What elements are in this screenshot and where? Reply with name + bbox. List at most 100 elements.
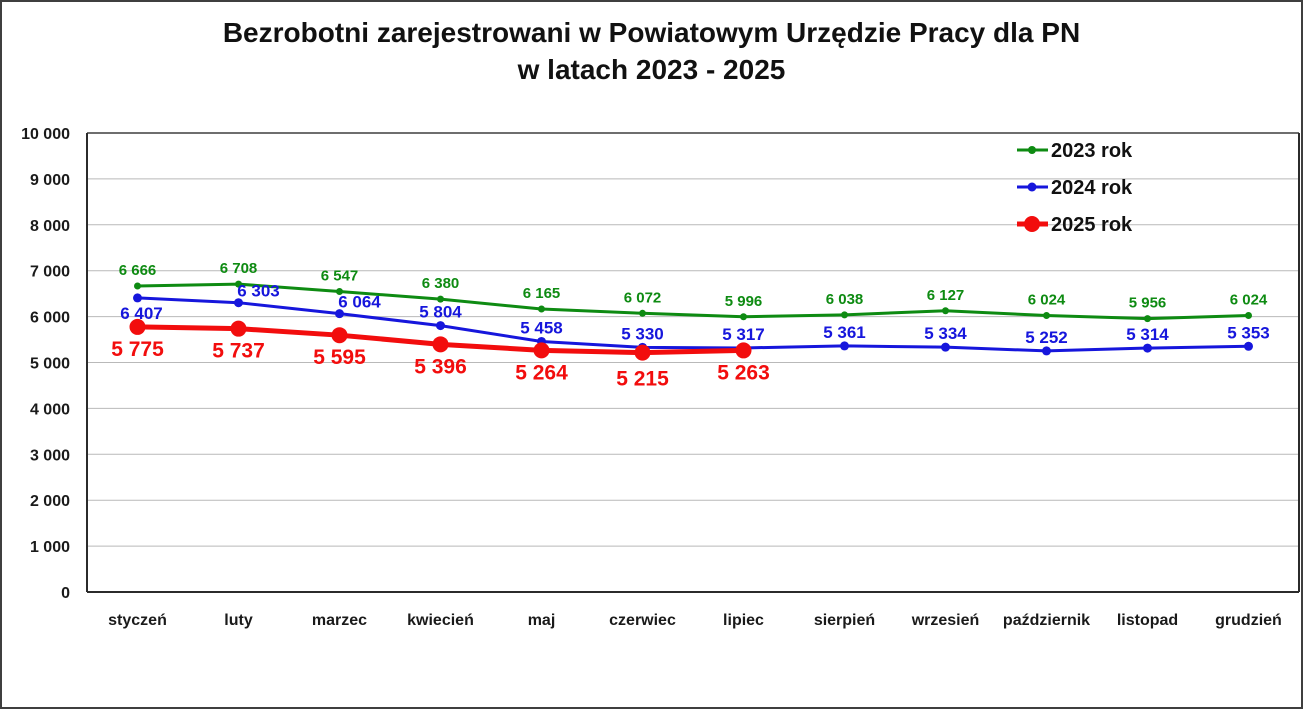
data-point-marker (1244, 341, 1253, 351)
legend-label: 2025 rok (1051, 214, 1133, 236)
legend-marker (1024, 216, 1040, 232)
data-label: 5 775 (111, 338, 164, 361)
data-point-marker (941, 342, 950, 352)
data-label: 5 330 (621, 324, 664, 343)
data-label: 5 264 (515, 361, 568, 384)
x-category-label: grudzień (1215, 612, 1282, 629)
legend-marker (1028, 146, 1036, 154)
y-tick-label: 5 000 (30, 356, 70, 373)
data-label: 5 317 (722, 325, 765, 344)
data-point-marker (634, 344, 651, 361)
data-label: 5 737 (212, 340, 265, 363)
data-label: 5 353 (1227, 323, 1270, 342)
data-label: 6 038 (826, 291, 864, 308)
chart-title-line1: Bezrobotni zarejestrowani w Powiatowym U… (222, 17, 1081, 48)
data-point-marker (735, 342, 752, 359)
x-category-label: listopad (1117, 612, 1178, 629)
legend-label: 2024 rok (1051, 177, 1133, 199)
data-point-marker (134, 282, 141, 290)
data-point-marker (740, 313, 747, 321)
x-category-label: sierpień (814, 612, 875, 629)
data-label: 5 361 (823, 323, 866, 342)
data-point-marker (1043, 311, 1050, 319)
y-axis-tick-labels: 0 1 000 2 000 3 000 4 000 5 000 6 000 7 000 8 00… (21, 126, 70, 602)
y-tick-label: 7 000 (30, 264, 70, 281)
y-tick-label: 3 000 (30, 447, 70, 464)
data-label: 5 215 (616, 368, 669, 391)
legend-item-2023-rok: 2023 rok (1017, 140, 1133, 162)
x-category-label: wrzesień (911, 612, 980, 629)
data-point-marker (331, 327, 348, 344)
data-label: 6 303 (237, 282, 280, 301)
y-tick-label: 4 000 (30, 401, 70, 418)
data-label: 5 996 (725, 293, 763, 310)
data-point-marker (436, 321, 445, 331)
data-label: 6 024 (1028, 291, 1066, 308)
data-point-marker (1143, 343, 1152, 353)
legend-item-2024-rok: 2024 rok (1017, 177, 1133, 199)
data-label: 5 956 (1129, 295, 1167, 312)
chart-title-line2: w latach 2023 - 2025 (517, 54, 786, 85)
data-point-marker (437, 295, 444, 303)
x-category-label: październik (1003, 612, 1090, 629)
x-category-label: czerwiec (609, 612, 676, 629)
data-point-marker (235, 280, 242, 288)
data-point-marker (129, 318, 146, 335)
data-point-marker (639, 309, 646, 317)
data-label: 5 804 (419, 303, 462, 322)
chart-title: Bezrobotni zarejestrowani w Powiatowym U… (2, 14, 1301, 88)
data-point-marker (840, 341, 849, 351)
data-point-marker (432, 336, 449, 353)
series-line (137, 296, 1249, 353)
series-2025-rok: 5 775 5 737 5 595 5 396 5 264 5 215 5 263 (111, 318, 770, 391)
data-label: 6 127 (927, 287, 965, 304)
data-label: 6 407 (120, 304, 163, 323)
data-label: 6 708 (220, 260, 258, 277)
data-label: 6 165 (523, 285, 561, 302)
y-tick-label: 0 (61, 585, 70, 602)
data-point-marker (533, 342, 550, 359)
data-label: 5 595 (313, 346, 366, 369)
y-tick-label: 6 000 (30, 310, 70, 327)
y-tick-label: 9 000 (30, 172, 70, 189)
y-tick-label: 8 000 (30, 218, 70, 235)
data-label: 6 064 (338, 293, 381, 312)
data-label: 5 263 (717, 361, 770, 384)
x-category-label: marzec (312, 612, 367, 629)
legend-marker (1027, 182, 1037, 192)
legend: 2023 rok 2024 rok 2025 rok (1017, 140, 1133, 236)
data-point-marker (942, 307, 949, 315)
data-point-marker (335, 309, 344, 319)
data-point-marker (1245, 311, 1252, 319)
gridlines (86, 132, 1300, 593)
data-point-marker (1042, 346, 1051, 356)
y-tick-label: 10 000 (21, 126, 70, 143)
data-point-marker (841, 311, 848, 319)
data-point-marker (133, 293, 142, 303)
x-axis-category-labels: styczeń luty marzec kwiecień maj czerwiec lipi… (108, 612, 1282, 629)
data-label: 5 334 (924, 324, 967, 343)
data-label: 6 547 (321, 267, 359, 284)
data-label: 6 666 (119, 262, 157, 279)
data-label: 5 458 (520, 318, 563, 337)
x-category-label: styczeń (108, 612, 167, 629)
data-point-marker (230, 320, 247, 337)
x-category-label: lipiec (723, 612, 764, 629)
data-label: 5 252 (1025, 328, 1068, 347)
y-tick-label: 1 000 (30, 539, 70, 556)
series-2023-rok: 6 666 6 708 6 547 6 380 6 165 6 072 5 996 6 038… (119, 260, 1268, 323)
data-point-marker (1144, 315, 1151, 323)
data-label: 6 072 (624, 289, 662, 306)
legend-label: 2023 rok (1051, 140, 1133, 162)
data-label: 6 024 (1230, 291, 1268, 308)
data-label: 6 380 (422, 275, 460, 292)
y-tick-label: 2 000 (30, 493, 70, 510)
data-label: 5 314 (1126, 325, 1169, 344)
x-category-label: kwiecień (407, 612, 474, 629)
x-category-label: maj (528, 612, 556, 629)
data-point-marker (538, 305, 545, 313)
series-2024-rok: 6 407 6 303 6 064 5 804 5 458 5 330 5 317 5 361… (120, 282, 1270, 356)
data-label: 5 396 (414, 355, 467, 378)
